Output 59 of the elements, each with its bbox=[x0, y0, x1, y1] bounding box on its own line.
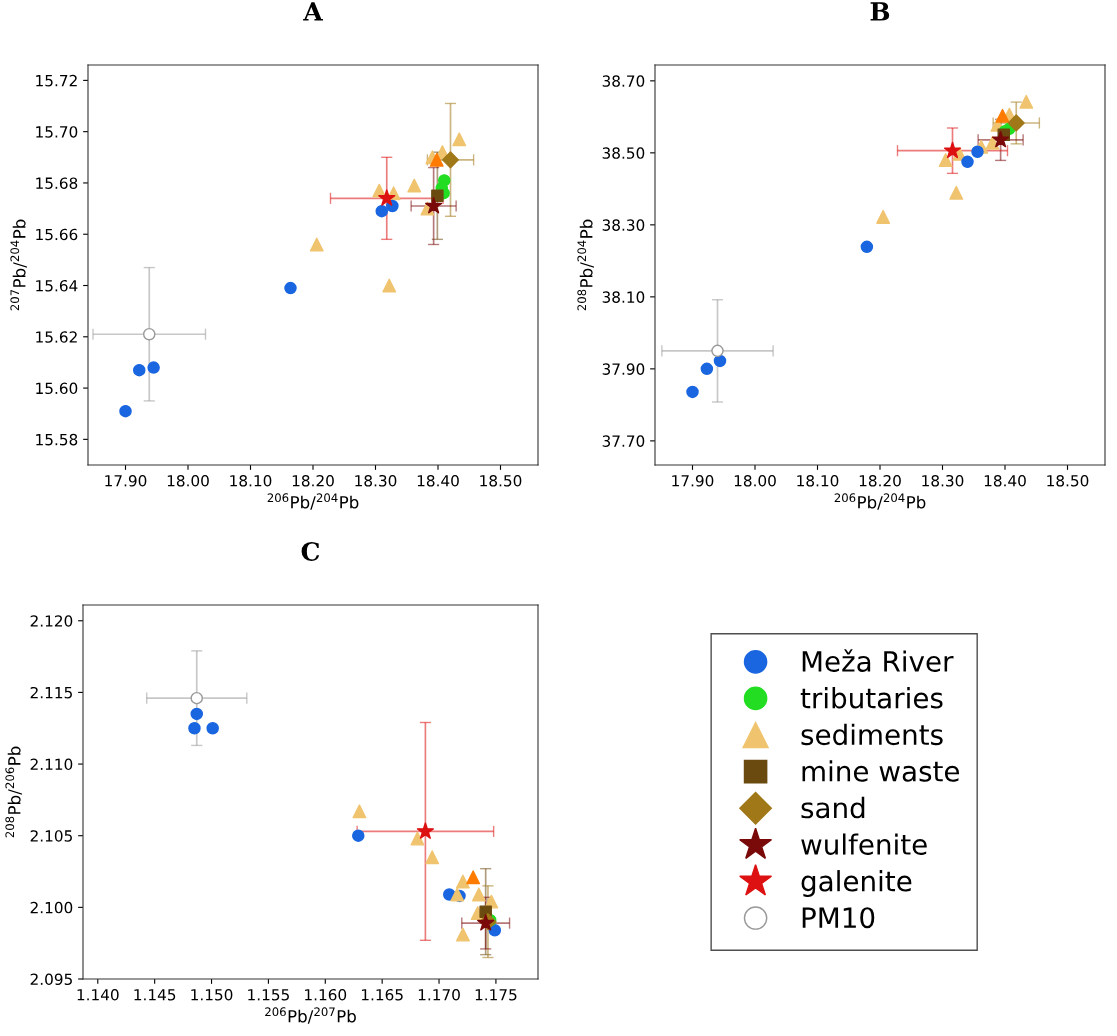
y-tick-label: 2.120 bbox=[30, 615, 73, 627]
y-tick-label: 15.64 bbox=[36, 279, 78, 292]
x-axis-title: $^{206}$Pb/$^{204}$Pb bbox=[834, 493, 926, 510]
x-tick-label: 18.30 bbox=[355, 474, 397, 487]
x-tick-label: 17.90 bbox=[672, 474, 714, 487]
x-tick-label: 18.00 bbox=[167, 474, 209, 487]
x-tick-label: 18.00 bbox=[734, 474, 776, 487]
legend-label: Meža River bbox=[802, 649, 954, 672]
y-tick-label: 15.68 bbox=[36, 177, 78, 189]
legend-label: sediments bbox=[801, 723, 943, 746]
legend-label: PM10 bbox=[802, 907, 875, 929]
x-tick-label: 18.20 bbox=[292, 474, 334, 487]
x-tick-label: 1.175 bbox=[475, 989, 517, 1001]
x-tick-label: 17.90 bbox=[105, 474, 147, 487]
legend-label: mine waste bbox=[802, 760, 960, 782]
y-tick-label: 38.70 bbox=[602, 75, 645, 87]
y-tick-label: 38.10 bbox=[602, 291, 645, 303]
y-tick-label: 15.60 bbox=[36, 382, 78, 395]
y-tick-label: 2.095 bbox=[30, 973, 72, 986]
y-tick-label: 15.58 bbox=[36, 433, 78, 446]
chart-title: C bbox=[301, 542, 320, 561]
y-tick-label: 38.50 bbox=[602, 147, 645, 159]
chart-title: A bbox=[303, 2, 323, 21]
x-tick-label: 18.50 bbox=[480, 474, 522, 487]
y-tick-label: 2.115 bbox=[30, 686, 72, 699]
y-tick-label: 2.100 bbox=[30, 901, 73, 914]
x-tick-label: 18.40 bbox=[417, 474, 459, 487]
x-tick-label: 18.50 bbox=[1047, 474, 1089, 487]
x-tick-label: 1.145 bbox=[134, 989, 176, 1001]
x-tick-label: 18.20 bbox=[859, 474, 901, 487]
x-tick-label: 1.155 bbox=[248, 989, 289, 1001]
y-axis-title: $^{208}$Pb/$^{204}$Pb bbox=[577, 219, 594, 311]
y-tick-label: 37.90 bbox=[602, 363, 645, 375]
legend-label: wulfenite bbox=[801, 833, 927, 855]
y-tick-label: 38.30 bbox=[602, 219, 645, 231]
x-tick-label: 18.40 bbox=[984, 474, 1026, 487]
legend-label: sand bbox=[801, 796, 865, 819]
x-tick-label: 18.10 bbox=[797, 474, 839, 487]
y-tick-label: 15.72 bbox=[36, 74, 77, 87]
legend-label: galenite bbox=[801, 870, 912, 897]
y-tick-label: 15.70 bbox=[36, 126, 78, 138]
x-tick-label: 18.30 bbox=[922, 474, 964, 487]
y-axis-title: $^{208}$Pb/$^{206}$Pb bbox=[5, 746, 22, 838]
x-tick-label: 1.140 bbox=[77, 988, 119, 1001]
x-axis-title: $^{206}$Pb/$^{204}$Pb bbox=[267, 493, 359, 510]
x-axis-title: $^{206}$Pb/$^{207}$Pb bbox=[265, 1007, 356, 1024]
legend-label: tributaries bbox=[800, 687, 943, 709]
x-tick-label: 18.10 bbox=[230, 474, 272, 487]
y-tick-label: 2.110 bbox=[30, 758, 73, 771]
y-tick-label: 15.66 bbox=[36, 228, 78, 241]
x-tick-label: 1.150 bbox=[191, 988, 233, 1001]
x-tick-label: 1.160 bbox=[305, 988, 347, 1001]
x-tick-label: 1.170 bbox=[418, 988, 460, 1001]
chart-title: B bbox=[870, 2, 890, 21]
y-axis-title: $^{207}$Pb/$^{204}$Pb bbox=[10, 219, 27, 311]
y-tick-label: 2.105 bbox=[30, 830, 72, 842]
y-tick-label: 15.62 bbox=[36, 331, 77, 343]
x-tick-label: 1.165 bbox=[361, 988, 403, 1001]
y-tick-label: 37.70 bbox=[602, 435, 645, 447]
